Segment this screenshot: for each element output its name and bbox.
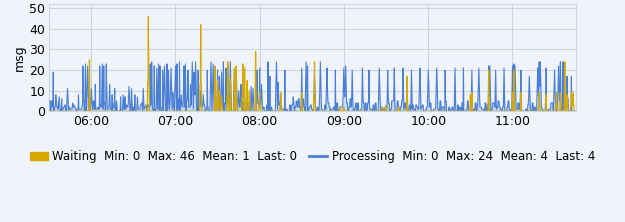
Y-axis label: msg: msg bbox=[13, 44, 26, 71]
Legend: Waiting  Min: 0  Max: 46  Mean: 1  Last: 0, Processing  Min: 0  Max: 24  Mean: 4: Waiting Min: 0 Max: 46 Mean: 1 Last: 0, … bbox=[25, 145, 600, 167]
